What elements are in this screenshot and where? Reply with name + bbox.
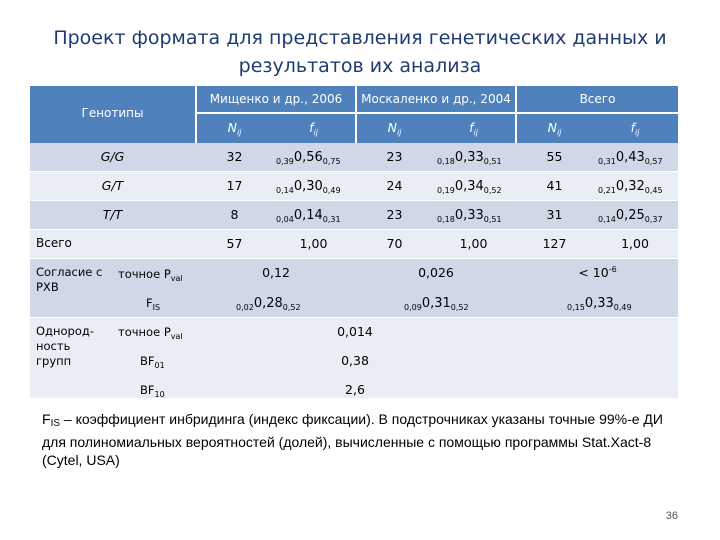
bf01-label: BF01	[140, 354, 165, 370]
fis-ci-2: 0,090,310,52	[404, 296, 469, 312]
fis-ci-3: 0,150,330,49	[567, 296, 632, 312]
header-group-3: Всего	[579, 92, 616, 106]
homog-p-value: 0,014	[337, 324, 373, 339]
row-bg-tt	[30, 201, 678, 230]
row-bg-total	[30, 230, 678, 259]
header-divider-v3	[515, 86, 517, 143]
count-cell: 32	[226, 149, 243, 164]
page-number: 36	[665, 510, 678, 522]
bf10-label: BF10	[140, 383, 165, 399]
header-n-3: Nij	[547, 120, 562, 137]
count-cell: 23	[386, 207, 403, 222]
genotype-label: G/T	[101, 178, 124, 193]
freq-ci-cell: 0,390,560,75	[276, 150, 341, 166]
freq-ci-cell: 0,140,300,49	[276, 179, 341, 195]
count-cell: 57	[226, 236, 243, 251]
bf01-value: 0,38	[341, 353, 369, 368]
header-divider-h	[195, 112, 678, 114]
count-cell: 24	[386, 178, 403, 193]
count-cell: 41	[546, 178, 563, 193]
freq-ci-cell: 0,180,330,51	[437, 150, 502, 166]
genotype-label: G/G	[100, 149, 125, 164]
freq-ci-cell: 0,140,250,37	[598, 208, 663, 224]
title-line-2: результатов их анализа	[238, 55, 482, 77]
homog-exact-p-label: точное Pval	[118, 325, 183, 341]
title-line-1: Проект формата для представления генетич…	[53, 27, 667, 49]
freq-ci-cell: 0,310,430,57	[598, 150, 663, 166]
header-n-1: Nij	[227, 120, 242, 137]
count-cell: 17	[226, 178, 243, 193]
row-sep	[30, 171, 678, 172]
freq-ci-cell: 0,040,140,31	[276, 208, 341, 224]
freq-cell: 1,00	[621, 236, 649, 251]
header-group-1: Мищенко и др., 2006	[209, 92, 343, 106]
row-bg-gt	[30, 172, 678, 201]
hwe-p-value-1: 0,12	[262, 265, 290, 280]
count-cell: 31	[546, 207, 563, 222]
genotype-label: T/T	[102, 207, 123, 222]
footnote: FIS – коэффициент инбридинга (индекс фик…	[42, 411, 663, 468]
row-bg-hwe	[30, 259, 678, 318]
fis-label: FIS	[146, 296, 161, 312]
header-n-2: Nij	[387, 120, 402, 137]
row-sep	[30, 229, 678, 230]
hwe-label: Согласие с РХВ	[36, 265, 103, 294]
count-cell: 127	[542, 236, 567, 251]
homog-label: Однород-ность групп	[36, 324, 94, 368]
header-genotypes: Генотипы	[81, 106, 144, 120]
fis-ci-1: 0,020,280,52	[236, 296, 301, 312]
exact-p-label: точное Pval	[118, 267, 183, 283]
hwe-p-value-2: 0,026	[418, 265, 454, 280]
hwe-p-value-3: < 10-6	[578, 265, 617, 281]
row-sep	[30, 317, 678, 318]
header-f-3: fij	[630, 120, 640, 137]
count-cell: 23	[386, 149, 403, 164]
row-sep	[30, 258, 678, 259]
count-cell: 70	[386, 236, 403, 251]
row-bg-gg	[30, 143, 678, 172]
total-label: Всего	[36, 236, 72, 250]
header-divider-v2	[355, 86, 357, 143]
header-divider-v1	[195, 86, 197, 143]
header-f-1: fij	[309, 120, 318, 137]
freq-cell: 1,00	[459, 236, 488, 251]
slide-title: Проект формата для представления генетич…	[0, 24, 720, 80]
freq-cell: 1,00	[299, 236, 328, 251]
count-cell: 55	[546, 149, 563, 164]
row-bg-homog	[30, 318, 678, 398]
row-sep	[30, 200, 678, 201]
count-cell: 8	[230, 207, 239, 222]
freq-ci-cell: 0,190,340,52	[437, 179, 502, 195]
header-f-2: fij	[469, 120, 478, 137]
freq-ci-cell: 0,210,320,45	[598, 179, 663, 195]
bf10-value: 2,6	[345, 382, 365, 397]
header-group-2: Москаленко и др., 2004	[361, 92, 511, 106]
table-header	[30, 86, 678, 143]
freq-ci-cell: 0,180,330,51	[437, 208, 502, 224]
